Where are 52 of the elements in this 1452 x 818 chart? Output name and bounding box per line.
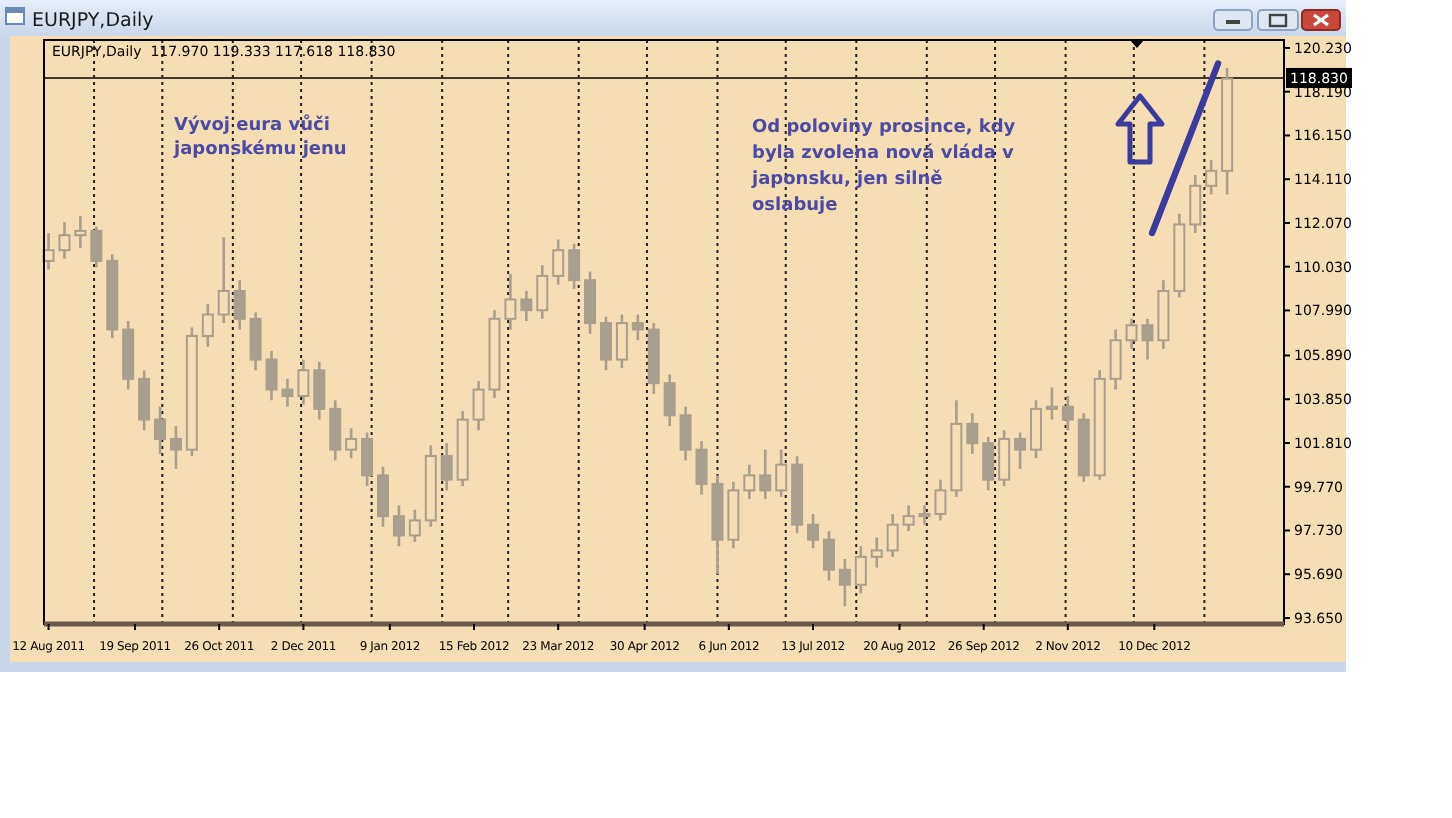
candlestick xyxy=(886,512,899,559)
candlestick xyxy=(1030,399,1042,460)
candlestick xyxy=(854,544,867,595)
candlestick xyxy=(233,278,246,331)
candlestick xyxy=(1045,386,1058,421)
candlestick xyxy=(329,399,342,462)
candlestick xyxy=(154,405,167,456)
candlestick xyxy=(440,441,453,492)
candlestick xyxy=(615,313,628,370)
candlestick xyxy=(345,426,358,460)
candlestick xyxy=(1014,431,1027,471)
candlestick xyxy=(759,448,772,501)
candlestick xyxy=(408,508,421,544)
candlestick xyxy=(90,225,103,269)
candlestick xyxy=(807,512,820,550)
candlestick xyxy=(1109,328,1122,391)
candlestick xyxy=(966,411,979,456)
candlestick xyxy=(1205,158,1218,196)
candlestick xyxy=(520,289,533,323)
annotation: Vývoj eura vůči japonskému jenu xyxy=(172,114,347,160)
candlestick xyxy=(631,313,644,342)
candlestick xyxy=(169,424,182,471)
candlestick xyxy=(822,529,835,582)
candlestick xyxy=(663,373,676,428)
candlestick xyxy=(679,405,692,462)
candlestick xyxy=(297,358,310,406)
candlestick xyxy=(775,448,788,499)
candlestick xyxy=(74,214,87,250)
candlestick xyxy=(361,431,374,488)
candlestick xyxy=(1061,394,1074,432)
candlestick xyxy=(584,270,597,336)
candlestick xyxy=(504,272,517,331)
candlestick xyxy=(392,504,405,548)
annotation: Od poloviny prosince, kdy byla zvolena nová vláda v japonsku, jen silně oslabuje xyxy=(750,118,1016,216)
candlestick xyxy=(552,238,565,286)
candlestick xyxy=(313,360,326,421)
candlestick xyxy=(536,263,549,321)
candlestick xyxy=(568,242,581,291)
candlestick xyxy=(838,557,851,608)
candlestick xyxy=(138,368,151,432)
candlestick xyxy=(743,463,756,501)
candlestick xyxy=(998,429,1011,488)
candlestick xyxy=(1189,173,1202,235)
candlestick xyxy=(377,465,390,529)
candlestick xyxy=(599,315,612,372)
candlestick xyxy=(982,435,995,492)
candlestick xyxy=(249,311,262,372)
candlestick xyxy=(870,536,883,569)
candlestick xyxy=(902,504,915,533)
candlestick xyxy=(201,302,214,348)
chart-title: EURJPY,Daily xyxy=(32,10,155,32)
candlestick xyxy=(217,236,230,325)
